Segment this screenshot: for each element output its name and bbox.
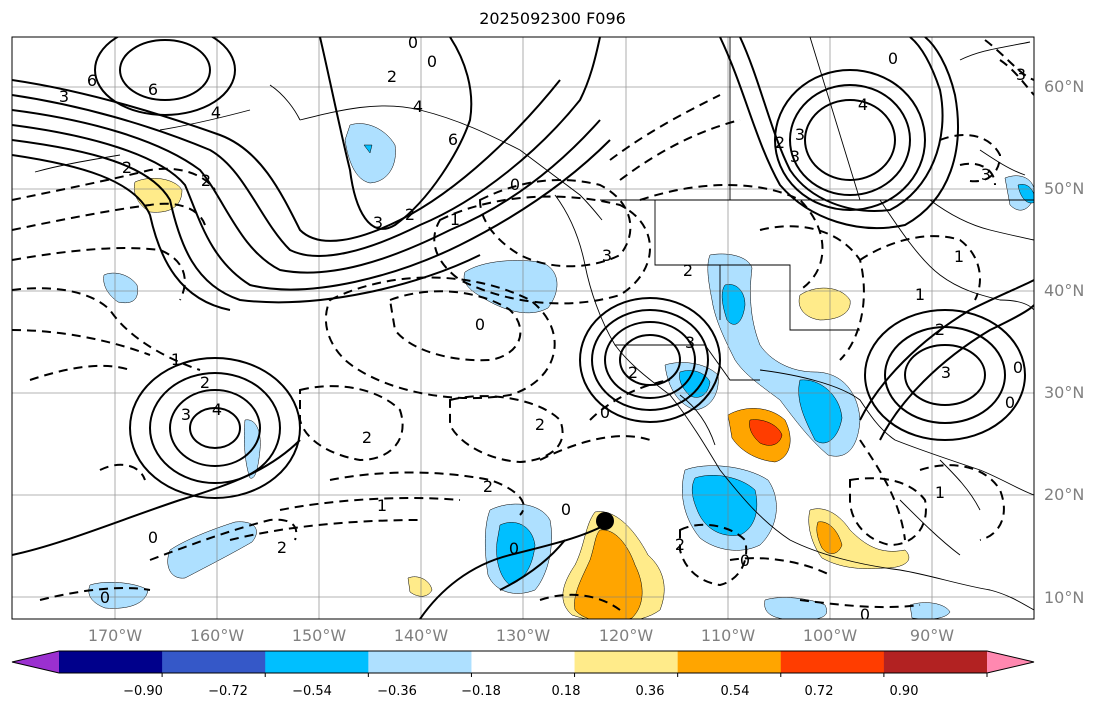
colorbar-tick-label: −0.36 (377, 684, 417, 699)
colorbar-tick-label: 0.18 (551, 684, 581, 699)
contour-label: 6 (148, 80, 158, 99)
colorbar-swatch (883, 651, 988, 673)
lat-label-40n: 40°N (1044, 281, 1085, 300)
contour-label: 2 (122, 158, 132, 177)
contour-label: 2 (775, 133, 785, 152)
contour-label: 1 (377, 496, 387, 515)
colorbar-swatch (59, 651, 163, 673)
lon-label-170w: 170°W (87, 626, 143, 645)
colorbar-tick-label: 0.36 (635, 684, 665, 699)
solid-contours (12, 37, 1034, 619)
contour-label: 2 (483, 477, 493, 496)
contour-label: 3 (795, 125, 805, 144)
colorbar-swatch (265, 651, 369, 673)
contour-label: 3 (685, 333, 695, 352)
contour-label: 3 (941, 363, 951, 382)
contour-label: 3 (181, 405, 191, 424)
contour-label: 4 (413, 97, 423, 116)
contour-label: 2 (683, 261, 693, 280)
lat-label-30n: 30°N (1044, 383, 1085, 402)
contour-label: 6 (448, 130, 458, 149)
contour-label: 3 (602, 246, 612, 265)
contour-label: 3 (1016, 65, 1026, 84)
contour-label: 2 (535, 415, 545, 434)
lat-label-20n: 20°N (1044, 485, 1085, 504)
colorbar-tick-label: −0.90 (123, 684, 163, 699)
contour-label: 6 (87, 71, 97, 90)
contour-label: 2 (200, 373, 210, 392)
plot-frame (11, 36, 1035, 620)
contour-label: 2 (628, 363, 638, 382)
colorbar-swatch (12, 651, 59, 673)
map-title: 2025092300 F096 (479, 9, 626, 28)
contour-label: 0 (860, 605, 870, 624)
contour-label: 0 (475, 315, 485, 334)
lon-label-120w: 120°W (598, 626, 654, 645)
colorbar (11, 650, 1035, 677)
lon-label-130w: 130°W (495, 626, 551, 645)
contour-label: 2 (935, 320, 945, 339)
contour-label: 0 (509, 539, 519, 558)
colorbar-swatch (987, 651, 1034, 673)
contour-label: 0 (561, 500, 571, 519)
contour-label: 1 (171, 350, 181, 369)
contour-label: 0 (600, 403, 610, 422)
contour-labels: 6 6 4 3 2 2 0 0 4 6 2 4 3 2 3 3 2 1 0 3 … (59, 33, 1026, 624)
colorbar-swatch (574, 651, 679, 673)
colorbar-tick-label: −0.18 (461, 684, 501, 699)
contour-label: 4 (858, 95, 868, 114)
contour-label: 2 (201, 171, 211, 190)
storm-center-marker (596, 512, 614, 530)
lon-label-140w: 140°W (393, 626, 449, 645)
contour-label: 1 (954, 247, 964, 266)
colorbar-tick-label: 0.54 (720, 684, 750, 699)
contour-label: 2 (405, 205, 415, 224)
contour-label: 1 (450, 210, 460, 229)
contour-label: 2 (675, 535, 685, 554)
contour-label: 4 (211, 103, 221, 122)
lat-label-50n: 50°N (1044, 179, 1085, 198)
dashed-contours (12, 39, 1034, 611)
contour-label: 2 (362, 428, 372, 447)
contour-label: 0 (148, 528, 158, 547)
colorbar-tick-label: −0.54 (292, 684, 332, 699)
colorbar-swatch (677, 651, 782, 673)
contour-label: 0 (1013, 358, 1023, 377)
contour-label: 0 (510, 175, 520, 194)
contour-label: 3 (59, 87, 69, 106)
lon-label-160w: 160°W (189, 626, 245, 645)
contour-label: 0 (1005, 393, 1015, 412)
contour-label: 0 (740, 551, 750, 570)
contour-label: 4 (212, 400, 222, 419)
colorbar-swatch (471, 651, 576, 673)
lon-label-150w: 150°W (291, 626, 347, 645)
colorbar-swatch (368, 651, 472, 673)
contour-label: 3 (790, 147, 800, 166)
colorbar-tick-label: 0.72 (804, 684, 834, 699)
contour-label: 3 (981, 165, 991, 184)
lon-label-100w: 100°W (802, 626, 858, 645)
contour-label: 3 (373, 213, 383, 232)
colorbar-tick-label: 0.90 (889, 684, 919, 699)
colorbar-tick-label: −0.72 (208, 684, 248, 699)
contour-label: 2 (387, 67, 397, 86)
contour-label: 2 (277, 538, 287, 557)
contour-label: 0 (427, 52, 437, 71)
lon-label-90w: 90°W (909, 626, 955, 645)
colorbar-swatch (162, 651, 266, 673)
colorbar-swatch (780, 651, 885, 673)
lon-label-110w: 110°W (700, 626, 756, 645)
contour-label: 0 (100, 588, 110, 607)
colorbar-outline (11, 650, 1035, 674)
contour-label: 1 (915, 285, 925, 304)
lat-label-60n: 60°N (1044, 77, 1085, 96)
contour-label: 0 (408, 33, 418, 52)
shaded-regions (88, 123, 1034, 619)
contour-label: 1 (935, 483, 945, 502)
lat-label-10n: 10°N (1044, 588, 1085, 607)
contour-label: 0 (888, 49, 898, 68)
